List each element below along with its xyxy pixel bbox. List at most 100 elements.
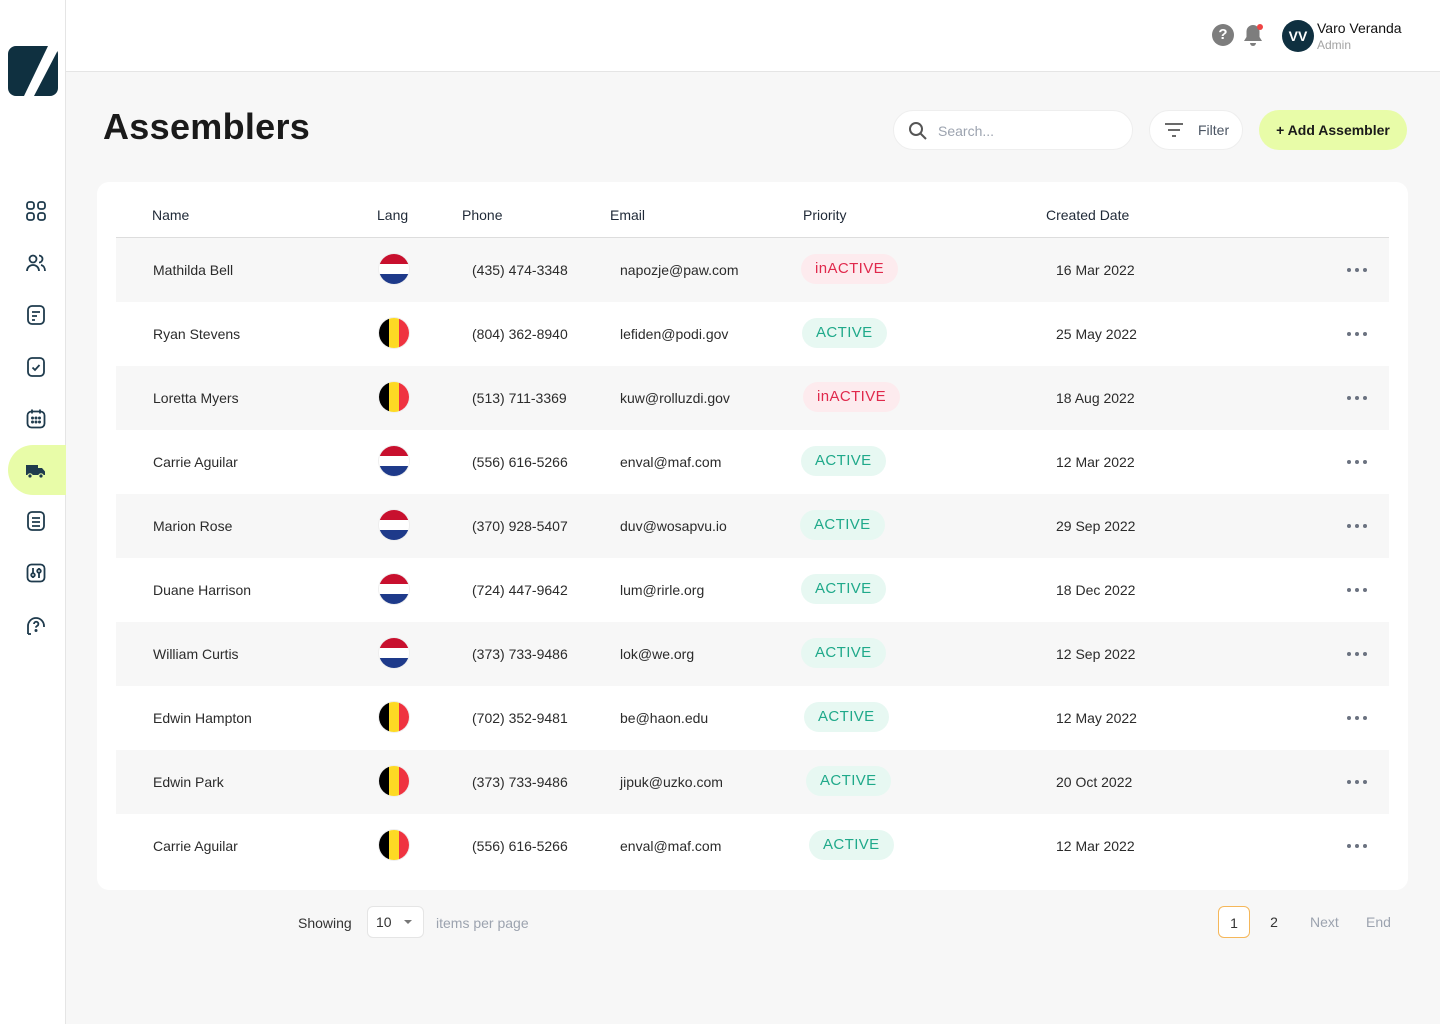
sidebar-item-support[interactable]	[8, 601, 66, 651]
cell-name: Edwin Park	[153, 774, 224, 790]
cell-name: Ryan Stevens	[153, 326, 241, 342]
cell-email: lum@rirle.org	[620, 582, 705, 598]
cell-name: Mathilda Bell	[153, 262, 234, 278]
top-bar: ? VV Varo Veranda Admin	[66, 0, 1440, 72]
next-page-link[interactable]: Next	[1310, 914, 1339, 930]
cell-phone: (435) 474-3348	[472, 262, 568, 278]
netherlands-flag-icon	[379, 446, 409, 476]
filter-label: Filter	[1198, 122, 1230, 138]
items-per-page-select[interactable]: 10	[367, 906, 424, 938]
table-row[interactable]: Edwin Park (373) 733-9486 jipuk@uzko.com AC…	[116, 750, 1389, 814]
cell-phone: (702) 352-9481	[472, 710, 568, 726]
cell-email: napozje@paw.com	[620, 262, 739, 278]
search-input[interactable]	[938, 121, 1118, 141]
checklist-icon	[27, 357, 45, 377]
sidebar-item-list[interactable]	[8, 496, 66, 546]
table-row[interactable]: Loretta Myers (513) 711-3369 kuw@rolluzdi.…	[116, 366, 1389, 430]
netherlands-flag-icon	[379, 574, 409, 604]
cell-phone: (556) 616-5266	[472, 454, 568, 470]
end-page-link[interactable]: End	[1366, 914, 1391, 930]
add-assembler-button[interactable]: + Add Assembler	[1259, 110, 1407, 150]
cell-phone: (370) 928-5407	[472, 518, 568, 534]
column-header-lang[interactable]: Lang	[377, 207, 409, 223]
more-options-icon[interactable]	[1347, 844, 1367, 848]
brand-logo-icon[interactable]	[8, 46, 58, 96]
column-header-created-date[interactable]: Created Date	[1046, 207, 1130, 223]
cell-created-date: 12 May 2022	[1056, 710, 1137, 726]
header-divider	[116, 237, 1389, 238]
sidebar-item-dashboard[interactable]	[8, 186, 66, 236]
cell-name: Duane Harrison	[153, 582, 252, 598]
belgium-flag-icon	[379, 830, 409, 860]
more-options-icon[interactable]	[1347, 652, 1367, 656]
more-options-icon[interactable]	[1347, 332, 1367, 336]
document-icon	[27, 305, 45, 325]
table-row[interactable]: Mathilda Bell (435) 474-3348 napozje@paw.c…	[116, 238, 1389, 302]
more-options-icon[interactable]	[1347, 460, 1367, 464]
cell-created-date: 12 Sep 2022	[1056, 646, 1136, 662]
search-box	[893, 110, 1133, 150]
table-row[interactable]: Carrie Aguilar (556) 616-5266 enval@maf.co…	[116, 430, 1389, 494]
cell-name: Carrie Aguilar	[153, 454, 238, 470]
sidebar-item-calendar[interactable]	[8, 394, 66, 444]
help-icon[interactable]: ?	[1212, 24, 1234, 46]
more-options-icon[interactable]	[1347, 524, 1367, 528]
belgium-flag-icon	[379, 702, 409, 732]
sidebar-item-tasks[interactable]	[8, 342, 66, 392]
sidebar	[0, 0, 66, 1024]
avatar[interactable]: VV	[1282, 20, 1314, 52]
status-badge: ACTIVE	[800, 510, 885, 540]
cell-email: kuw@rolluzdi.gov	[620, 390, 730, 406]
netherlands-flag-icon	[379, 510, 409, 540]
table-row[interactable]: Marion Rose (370) 928-5407 duv@wosapvu.io A…	[116, 494, 1389, 558]
table-row[interactable]: Duane Harrison (724) 447-9642 lum@rirle.or…	[116, 558, 1389, 622]
cell-created-date: 25 May 2022	[1056, 326, 1137, 342]
belgium-flag-icon	[379, 318, 409, 348]
table-row[interactable]: Edwin Hampton (702) 352-9481 be@haon.edu AC…	[116, 686, 1389, 750]
sidebar-item-settings[interactable]	[8, 548, 66, 598]
table-row[interactable]: Ryan Stevens (804) 362-8940 lefiden@podi.g…	[116, 302, 1389, 366]
cell-email: be@haon.edu	[620, 710, 709, 726]
netherlands-flag-icon	[379, 638, 409, 668]
items-per-page-value: 10	[376, 914, 392, 930]
showing-label: Showing	[298, 915, 352, 931]
user-name: Varo Veranda	[1317, 20, 1402, 36]
column-header-name[interactable]: Name	[152, 207, 190, 223]
cell-name: Marion Rose	[153, 518, 233, 534]
page-title: Assemblers	[103, 106, 311, 147]
calendar-icon	[26, 409, 46, 429]
belgium-flag-icon	[379, 382, 409, 412]
filter-button[interactable]: Filter	[1149, 110, 1243, 150]
more-options-icon[interactable]	[1347, 780, 1367, 784]
sidebar-item-users[interactable]	[8, 238, 66, 288]
support-icon	[27, 617, 45, 635]
cell-phone: (373) 733-9486	[472, 774, 568, 790]
table-row[interactable]: Carrie Aguilar (556) 616-5266 enval@maf.co…	[116, 814, 1389, 878]
netherlands-flag-icon	[379, 254, 409, 284]
cell-email: jipuk@uzko.com	[620, 774, 723, 790]
items-per-page-label: items per page	[436, 915, 529, 931]
status-badge: ACTIVE	[801, 446, 886, 476]
table-row[interactable]: William Curtis (373) 733-9486 lok@we.org AC…	[116, 622, 1389, 686]
more-options-icon[interactable]	[1347, 268, 1367, 272]
sidebar-item-documents[interactable]	[8, 290, 66, 340]
more-options-icon[interactable]	[1347, 588, 1367, 592]
status-badge: ACTIVE	[801, 574, 886, 604]
more-options-icon[interactable]	[1347, 396, 1367, 400]
column-header-email[interactable]: Email	[610, 207, 646, 223]
status-badge: ACTIVE	[804, 702, 889, 732]
cell-phone: (373) 733-9486	[472, 646, 568, 662]
page-2-button[interactable]: 2	[1270, 914, 1278, 930]
page-1-button[interactable]: 1	[1218, 906, 1250, 938]
cell-email: lefiden@podi.gov	[620, 326, 729, 342]
cell-phone: (556) 616-5266	[472, 838, 568, 854]
search-icon	[909, 122, 927, 140]
column-header-phone[interactable]: Phone	[462, 207, 503, 223]
cell-name: Edwin Hampton	[153, 710, 252, 726]
column-header-priority[interactable]: Priority	[803, 207, 847, 223]
more-options-icon[interactable]	[1347, 716, 1367, 720]
settings-sliders-icon	[26, 563, 46, 583]
cell-name: William Curtis	[153, 646, 239, 662]
sidebar-item-assemblers[interactable]	[8, 445, 66, 495]
cell-phone: (724) 447-9642	[472, 582, 568, 598]
